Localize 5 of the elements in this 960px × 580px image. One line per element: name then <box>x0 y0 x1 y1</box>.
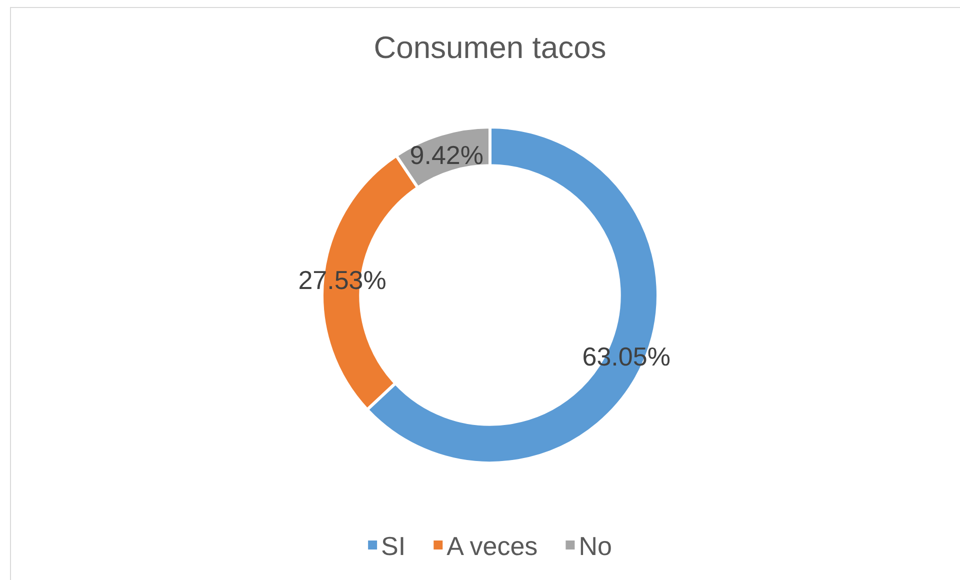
legend-label: SI <box>381 531 406 561</box>
legend-label: A veces <box>446 531 538 561</box>
legend-label: No <box>578 531 612 561</box>
chart-title: Consumen tacos <box>374 30 606 65</box>
data-label: 9.42% <box>410 140 484 170</box>
